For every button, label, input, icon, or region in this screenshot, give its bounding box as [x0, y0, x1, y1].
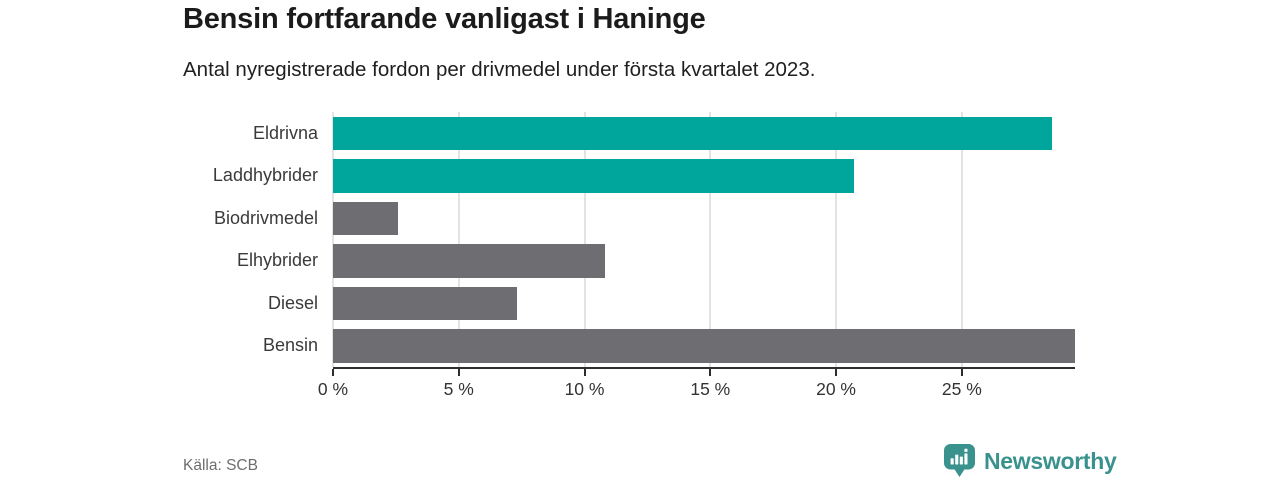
gridline	[960, 112, 963, 367]
axis-tick	[835, 369, 838, 376]
gridline	[583, 112, 586, 367]
chart-title: Bensin fortfarande vanligast i Haninge	[183, 3, 706, 35]
plot-area: Eldrivna Laddhybrider Biodrivmedel Elhybrid…	[213, 112, 1075, 399]
axis-tick	[709, 369, 712, 376]
bar	[333, 244, 605, 278]
gridline	[709, 112, 712, 367]
bar	[333, 201, 399, 235]
axis-tick	[583, 369, 586, 376]
gridline	[835, 112, 838, 367]
category-label: Elhybrider	[236, 250, 318, 271]
bar	[333, 286, 517, 320]
bar-row: Biodrivmedel	[214, 197, 1075, 240]
bar-row: Elhybrider	[237, 240, 1075, 283]
bar	[333, 329, 1075, 363]
category-label: Biodrivmedel	[213, 207, 318, 228]
axis-tick-label: 0 %	[317, 379, 349, 399]
bar-row: Eldrivna	[253, 112, 1075, 155]
bar	[333, 159, 854, 193]
axis-tick	[332, 369, 334, 376]
gridline	[457, 112, 460, 367]
axis-tick-label: 15 %	[690, 379, 731, 399]
axis-tick	[457, 369, 460, 376]
newsworthy-logo: Newsworthy	[944, 444, 1117, 478]
bar	[333, 116, 1053, 150]
x-axis: 0 % 5 % 10 % 15 % 20 % 25 %	[318, 367, 1075, 407]
category-label: Laddhybrider	[212, 165, 318, 186]
category-label: Bensin	[262, 335, 318, 356]
source-label: Källa: SCB	[183, 457, 258, 474]
newsworthy-icon	[944, 444, 975, 477]
gridline	[332, 112, 334, 367]
axis-tick	[960, 369, 963, 376]
category-label: Eldrivna	[252, 122, 318, 143]
axis-tick-label: 5 %	[443, 379, 474, 399]
axis-tick-label: 20 %	[816, 379, 856, 399]
newsworthy-wordmark: Newsworthy	[984, 447, 1117, 474]
chart-subtitle: Antal nyregistrerade fordon per drivmede…	[183, 58, 816, 81]
category-label: Diesel	[267, 292, 318, 313]
bar-row: Bensin	[263, 325, 1075, 368]
bar-rows: Eldrivna Laddhybrider Biodrivmedel Elhybrid…	[213, 112, 1075, 368]
bar-row: Laddhybrider	[213, 155, 1075, 198]
axis-tick-label: 25 %	[941, 379, 982, 399]
gridlines	[332, 112, 1075, 367]
bar-row: Diesel	[268, 282, 1075, 325]
axis-tick-label: 10 %	[564, 379, 605, 399]
